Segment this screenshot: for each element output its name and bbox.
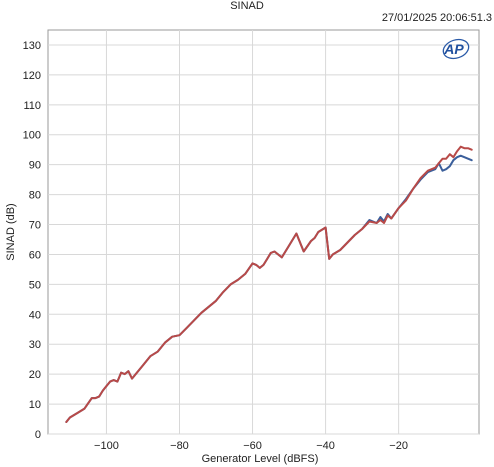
y-tick-label: 120 bbox=[23, 70, 41, 82]
chart-title: SINAD bbox=[230, 0, 264, 12]
y-tick-label: 90 bbox=[29, 160, 41, 172]
y-tick-label: 20 bbox=[29, 369, 41, 381]
y-tick-label: 50 bbox=[29, 279, 41, 291]
y-tick-label: 40 bbox=[29, 309, 41, 321]
series-layer bbox=[65, 145, 473, 423]
x-axis-label: Generator Level (dBFS) bbox=[202, 453, 319, 465]
x-tick-label: −80 bbox=[170, 440, 189, 452]
x-tick-label: −40 bbox=[316, 440, 335, 452]
ap-logo: AP bbox=[442, 38, 470, 60]
x-tick-label: −20 bbox=[389, 440, 408, 452]
y-axis-label: SINAD (dB) bbox=[5, 203, 17, 260]
y-tick-label: 30 bbox=[29, 339, 41, 351]
y-tick-label: 100 bbox=[23, 130, 41, 142]
x-gridlines bbox=[105, 30, 400, 434]
x-tick-label: −60 bbox=[243, 440, 262, 452]
y-tick-label: 110 bbox=[23, 100, 41, 112]
y-tick-label: 0 bbox=[35, 429, 41, 441]
y-tick-labels: 0 10 20 30 40 50 60 70 80 90 100 110 120 130 bbox=[23, 40, 41, 441]
x-tick-labels: −100 −80 −60 −40 −20 bbox=[94, 440, 408, 452]
plot-frame bbox=[47, 29, 480, 435]
chart-timestamp: 27/01/2025 20:06:51.3 bbox=[381, 12, 492, 24]
ap-logo-text: AP bbox=[443, 41, 464, 57]
x-tick-label: −100 bbox=[94, 440, 119, 452]
y-tick-label: 10 bbox=[29, 399, 41, 411]
y-tick-label: 60 bbox=[29, 249, 41, 261]
y-tick-label: 80 bbox=[29, 190, 41, 202]
series-line-2 bbox=[65, 145, 473, 423]
y-tick-label: 130 bbox=[23, 40, 41, 52]
y-tick-label: 70 bbox=[29, 220, 41, 232]
